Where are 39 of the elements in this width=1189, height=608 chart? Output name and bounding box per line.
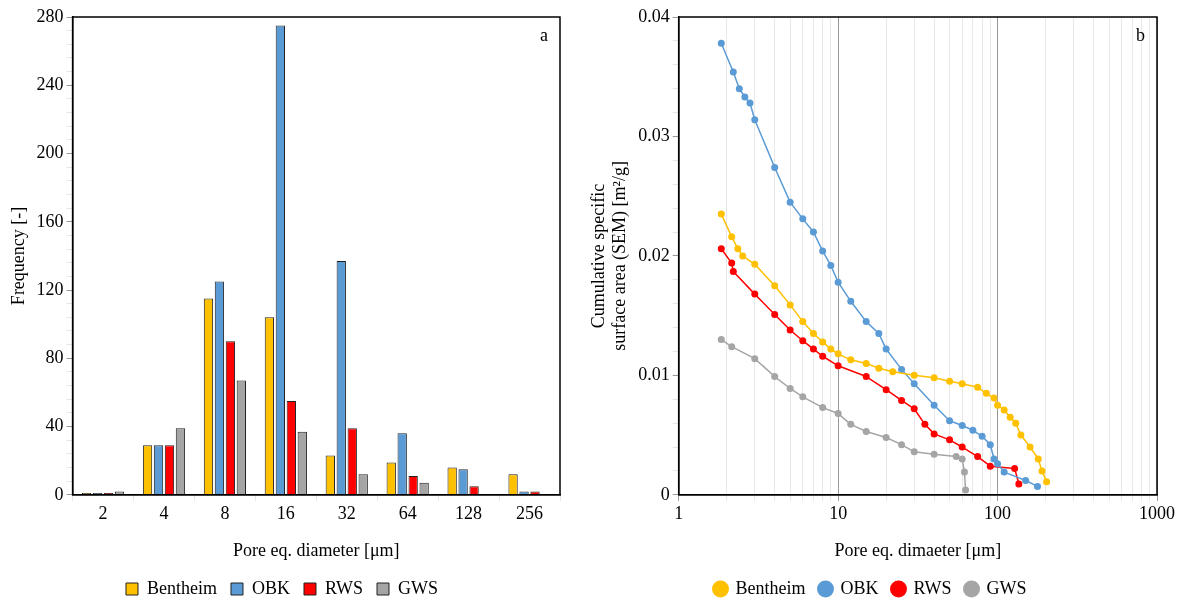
- x-tick-label: 4: [159, 503, 169, 524]
- x-tick-label: 256: [516, 503, 544, 524]
- legend-label: OBK: [251, 577, 290, 598]
- y-tick-label: 280: [36, 5, 64, 26]
- x-tick-label: 1000: [1139, 503, 1175, 524]
- legend-label: OBK: [840, 577, 879, 598]
- y-tick-label: 120: [36, 278, 64, 299]
- legend-label: RWS: [324, 577, 364, 598]
- y-tick-label: 240: [36, 73, 64, 94]
- y-tick-label: 0.03: [638, 125, 670, 146]
- x-tick-label: 8: [220, 503, 230, 524]
- x-tick-label: 128: [455, 503, 483, 524]
- x-tick-label: 32: [337, 503, 356, 524]
- x-axis-title: Pore eq. dimaeter [μm]: [834, 539, 1002, 560]
- y-tick-label: 80: [45, 347, 64, 368]
- x-tick-label: 100: [984, 503, 1012, 524]
- y-tick-label: 0: [660, 483, 670, 504]
- legend-label: GWS: [398, 577, 438, 598]
- y-tick-label: 160: [36, 210, 64, 231]
- legend-label: GWS: [986, 577, 1027, 598]
- x-axis-title: Pore eq. diameter [μm]: [233, 539, 400, 560]
- legend-label: Bentheim: [735, 577, 806, 598]
- x-tick-label: 2: [98, 503, 108, 524]
- legend-label: RWS: [913, 577, 952, 598]
- y-tick-label: 0.01: [638, 364, 670, 385]
- x-tick-label: 16: [276, 503, 295, 524]
- annotation: b: [1136, 24, 1145, 45]
- annotation: a: [540, 24, 548, 45]
- y-tick-label: 0: [54, 483, 64, 504]
- y-tick-label: 200: [36, 142, 64, 163]
- x-tick-label: 64: [398, 503, 417, 524]
- y-tick-label: 0.02: [638, 244, 670, 265]
- x-tick-label: 1: [674, 503, 684, 524]
- y-tick-label: 40: [45, 415, 64, 436]
- y-axis-title: Cumulative specific surface area (SEM) [m²/g]: [587, 160, 631, 351]
- legend-label: Bentheim: [147, 577, 217, 598]
- y-axis-title: Frequency [-]: [7, 206, 28, 306]
- x-tick-label: 10: [829, 503, 848, 524]
- y-tick-label: 0.04: [638, 5, 670, 26]
